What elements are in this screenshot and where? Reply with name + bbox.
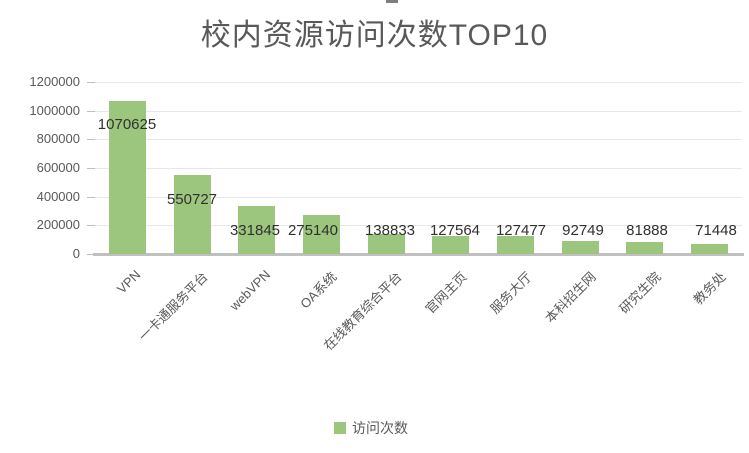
- legend: 访问次数: [0, 418, 742, 438]
- bar: [432, 236, 469, 254]
- bar-value-label: 550727: [166, 191, 218, 208]
- gridline: [95, 168, 742, 169]
- bar: [626, 242, 663, 254]
- x-category-label: 官网主页: [422, 269, 470, 317]
- x-category-label: VPN: [114, 267, 144, 297]
- y-tick-label: 0: [72, 246, 80, 261]
- x-category-label: webVPN: [227, 267, 274, 314]
- bar: [109, 101, 146, 254]
- gridline: [95, 82, 742, 83]
- y-axis-tick: [87, 254, 95, 255]
- x-category-label: 研究生院: [616, 269, 664, 317]
- y-axis-tick: [87, 225, 95, 226]
- bar-value-label: 1070625: [97, 116, 157, 133]
- x-category-label: 服务大厅: [487, 269, 535, 317]
- y-tick-label: 600000: [36, 160, 80, 175]
- x-category-label: 一卡通服务平台: [135, 269, 211, 345]
- y-axis-tick: [87, 197, 95, 198]
- gridline: [95, 197, 742, 198]
- y-tick-label: 1200000: [29, 74, 80, 89]
- bar-value-label: 71448: [695, 222, 737, 239]
- bar: [368, 234, 405, 254]
- bar-value-label: 275140: [287, 222, 339, 239]
- bar-value-label: 81888: [626, 222, 668, 239]
- y-tick-label: 800000: [36, 131, 80, 146]
- y-axis-tick: [87, 168, 95, 169]
- y-tick-label: 1000000: [29, 103, 80, 118]
- top-dash: [386, 0, 398, 3]
- y-tick-label: 200000: [36, 217, 80, 232]
- legend-label: 访问次数: [352, 420, 408, 436]
- bar: [303, 215, 340, 254]
- y-axis-tick: [87, 111, 95, 112]
- gridline: [95, 139, 742, 140]
- bar-value-label: 138833: [364, 222, 416, 239]
- bar-value-label: 92749: [562, 222, 604, 239]
- bar: [174, 175, 211, 254]
- x-axis-line: [93, 253, 744, 256]
- bar-value-label: 127564: [429, 222, 481, 239]
- x-category-label: 教务处: [690, 269, 729, 308]
- x-category-label: 本科招生网: [542, 269, 599, 326]
- chart-title: 校内资源访问次数TOP10: [200, 19, 549, 52]
- bar: [691, 244, 728, 254]
- x-category-label: OA系统: [297, 269, 340, 312]
- y-tick-label: 400000: [36, 189, 80, 204]
- gridline: [95, 225, 742, 226]
- gridline: [95, 111, 742, 112]
- bar-value-label: 331845: [229, 222, 281, 239]
- bar: [562, 241, 599, 254]
- bar: [238, 206, 275, 254]
- y-axis-tick: [87, 82, 95, 83]
- bar: [497, 236, 534, 254]
- legend-marker-icon: [334, 422, 346, 434]
- bar-value-label: 127477: [495, 222, 547, 239]
- y-axis-tick: [87, 139, 95, 140]
